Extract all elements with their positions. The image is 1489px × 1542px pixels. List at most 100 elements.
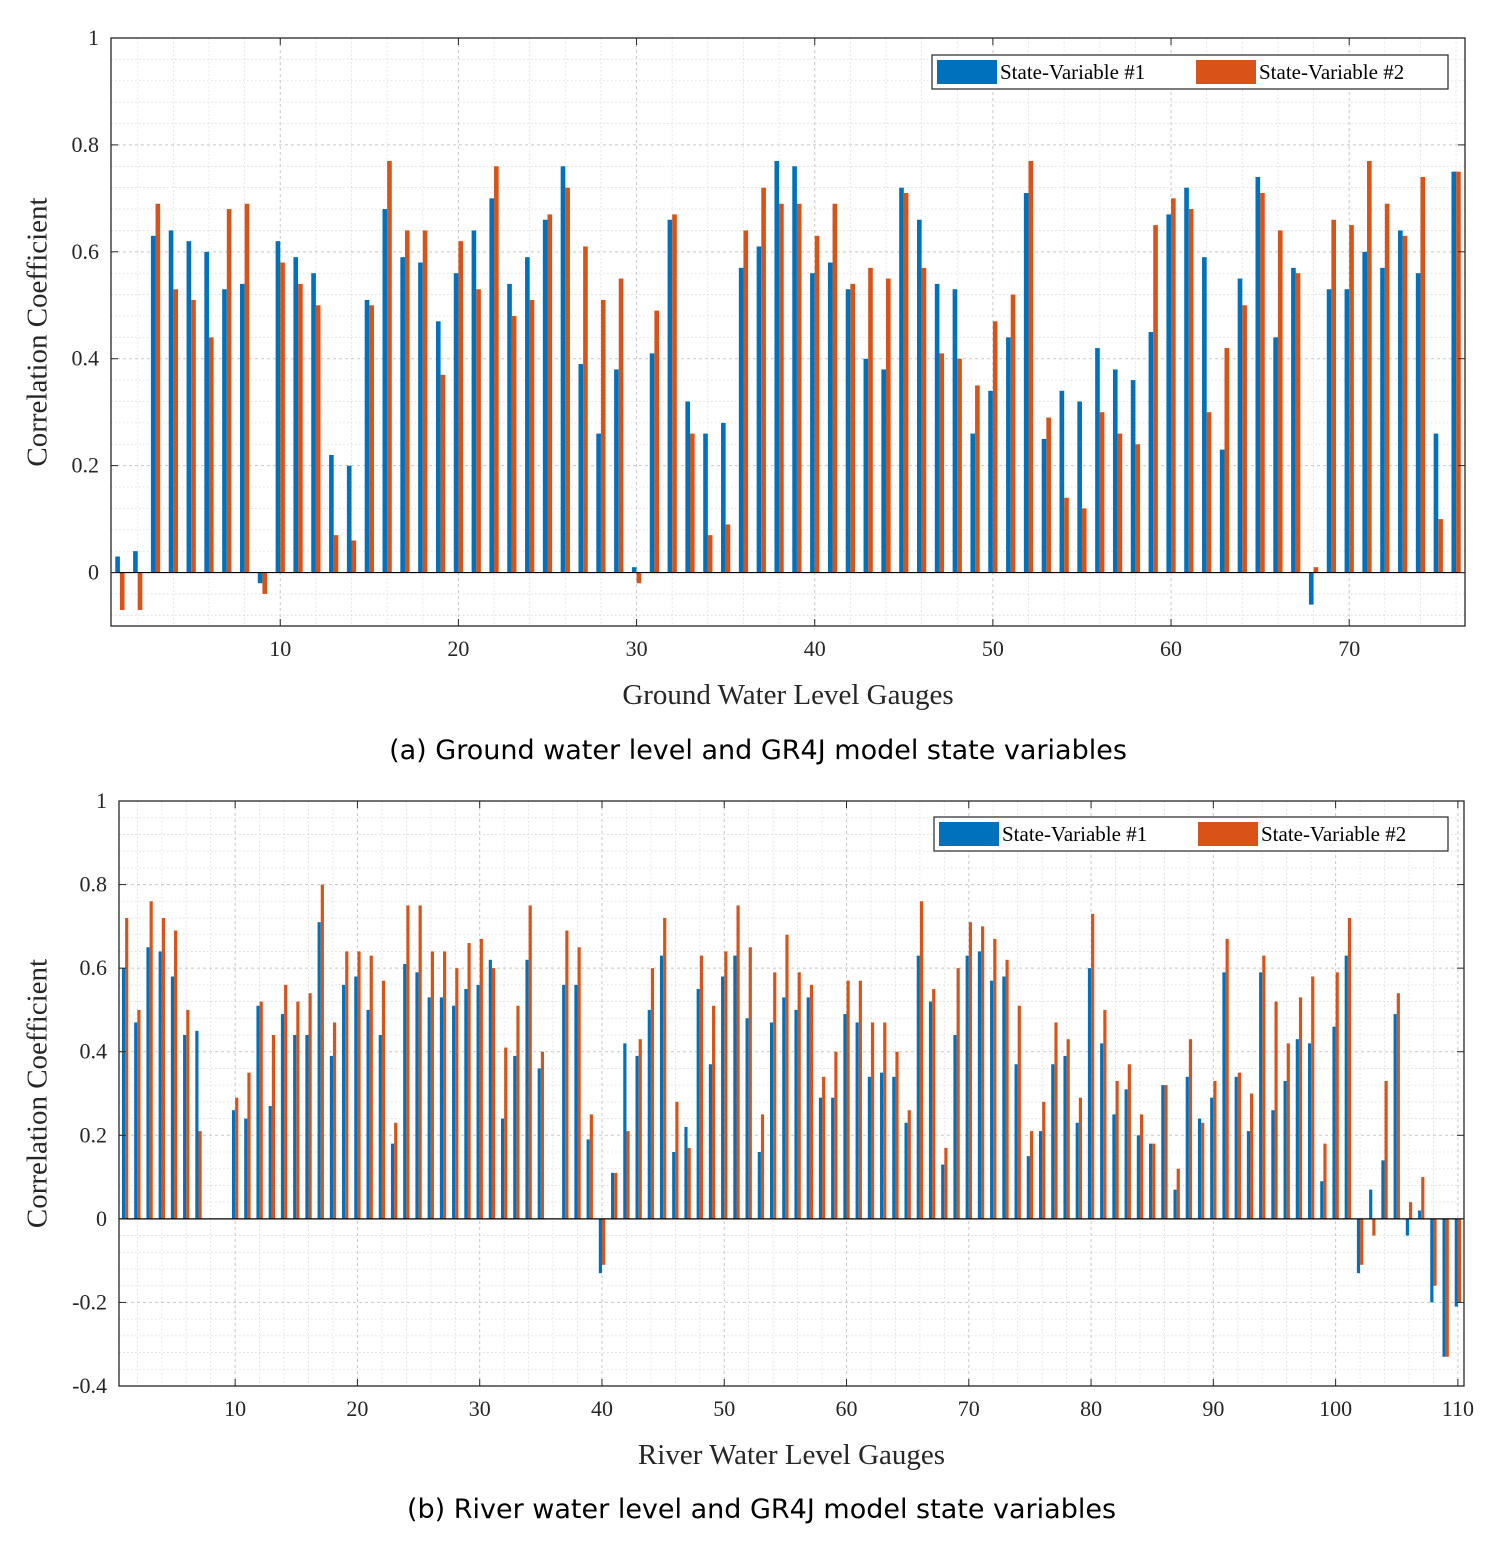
- y-tick-label: -0.2: [72, 1289, 107, 1314]
- bar-series1-gauge-33: [685, 401, 691, 573]
- bar-series2-gauge-80: [1091, 913, 1095, 1219]
- bar-series2-gauge-25: [418, 905, 422, 1219]
- bar-series1-gauge-6: [204, 251, 209, 573]
- bar-series1-gauge-20: [354, 976, 358, 1219]
- bar-series1-gauge-105: [1393, 1014, 1397, 1219]
- bar-series2-gauge-18: [332, 1022, 337, 1219]
- bar-series2-gauge-69: [1331, 219, 1337, 573]
- x-tick-label: 60: [836, 1396, 858, 1421]
- bar-series2-gauge-63: [1224, 348, 1230, 573]
- bar-series2-gauge-25: [547, 214, 553, 573]
- bar-series1-gauge-75: [1026, 1156, 1030, 1219]
- bar-series1-gauge-32: [667, 219, 673, 573]
- bar-series1-gauge-53: [1041, 438, 1047, 573]
- bar-series1-gauge-30: [631, 567, 637, 573]
- bar-series1-gauge-51: [1006, 337, 1011, 573]
- bar-series1-gauge-25: [415, 972, 419, 1219]
- bar-series2-gauge-99: [1323, 1143, 1327, 1219]
- bar-series1-gauge-100: [1332, 1026, 1336, 1219]
- bar-series1-gauge-32: [500, 1118, 505, 1219]
- bar-series1-gauge-34: [703, 433, 708, 573]
- bar-series2-gauge-52: [748, 947, 752, 1219]
- bar-series1-gauge-37: [756, 246, 762, 573]
- x-tick-label: 70: [1338, 636, 1360, 661]
- bar-series2-gauge-30: [636, 572, 642, 584]
- bar-series1-gauge-76: [1451, 171, 1457, 573]
- bar-series1-gauge-63: [880, 1072, 884, 1219]
- bar-series1-gauge-14: [280, 1014, 285, 1219]
- bar-series2-gauge-74: [1420, 176, 1426, 573]
- figure-caption: (a) Ground water level and GR4J model st…: [389, 735, 1127, 766]
- bar-series2-gauge-70: [1349, 225, 1354, 573]
- y-axis-label: Correlation Coefficient: [22, 197, 54, 466]
- bar-series2-gauge-59: [834, 1051, 838, 1219]
- bar-series1-gauge-12: [311, 273, 316, 573]
- bar-series1-gauge-35: [537, 1068, 541, 1219]
- bar-series2-gauge-37: [565, 930, 569, 1219]
- bar-series1-gauge-33: [513, 1055, 517, 1219]
- bar-series1-gauge-88: [1185, 1076, 1189, 1219]
- bar-series1-gauge-99: [1320, 1181, 1324, 1219]
- bar-series1-gauge-80: [1087, 968, 1092, 1219]
- y-tick-label: 0.8: [80, 872, 108, 897]
- bars: [115, 160, 1461, 610]
- bar-series2-gauge-42: [850, 283, 855, 573]
- bar-series1-gauge-26: [427, 997, 431, 1219]
- bar-series2-gauge-33: [516, 1005, 520, 1219]
- bar-series2-gauge-110: [1457, 1218, 1462, 1303]
- bar-series1-gauge-42: [845, 289, 851, 573]
- y-tick-label: 0: [96, 1206, 107, 1231]
- bar-series2-gauge-95: [1274, 1001, 1278, 1219]
- bar-series2-gauge-58: [1135, 444, 1141, 573]
- bar-series2-gauge-40: [601, 1218, 606, 1265]
- bar-series2-gauge-72: [1384, 203, 1390, 573]
- bar-series2-gauge-7: [226, 209, 232, 573]
- bar-series1-gauge-96: [1283, 1080, 1287, 1219]
- bar-series2-gauge-22: [494, 166, 499, 573]
- bar-series1-gauge-23: [507, 283, 512, 573]
- bar-series1-gauge-107: [1418, 1210, 1422, 1219]
- bar-series2-gauge-91: [1225, 938, 1229, 1219]
- bar-series1-gauge-75: [1433, 433, 1439, 573]
- bar-series1-gauge-81: [1100, 1043, 1104, 1219]
- bar-series1-gauge-13: [329, 454, 334, 573]
- bar-series1-gauge-29: [614, 369, 619, 573]
- bar-series2-gauge-109: [1445, 1218, 1449, 1357]
- bar-series2-gauge-46: [921, 267, 927, 573]
- bar-series1-gauge-82: [1112, 1114, 1116, 1219]
- bar-series1-gauge-41: [611, 1172, 615, 1219]
- bar-series2-gauge-84: [1139, 1114, 1144, 1219]
- y-tick-label: 0.4: [80, 1039, 108, 1064]
- bar-series2-gauge-57: [1117, 433, 1123, 573]
- bar-series2-gauge-105: [1396, 993, 1400, 1219]
- bar-series1-gauge-2: [133, 551, 138, 573]
- bar-series2-gauge-45: [663, 918, 667, 1219]
- bar-series2-gauge-35: [725, 524, 731, 573]
- bar-series1-gauge-109: [1442, 1218, 1446, 1357]
- bar-series2-gauge-26: [430, 951, 434, 1219]
- bar-series2-gauge-13: [333, 535, 339, 573]
- bar-series1-gauge-63: [1219, 449, 1225, 573]
- bar-series1-gauge-68: [1308, 572, 1314, 605]
- bar-series2-gauge-11: [247, 1072, 251, 1219]
- bar-series2-gauge-22: [381, 980, 386, 1219]
- bar-series1-gauge-85: [1149, 1143, 1153, 1219]
- bar-series1-gauge-101: [1344, 955, 1348, 1219]
- legend-swatch-series1: [937, 60, 997, 84]
- bar-series1-gauge-66: [1273, 337, 1278, 573]
- bar-series1-gauge-46: [672, 1152, 676, 1219]
- bar-series1-gauge-94: [1259, 972, 1263, 1219]
- bar-series1-gauge-21: [366, 1009, 370, 1219]
- bar-series1-gauge-19: [435, 321, 441, 573]
- bar-series1-gauge-69: [953, 1035, 957, 1219]
- bar-series1-gauge-44: [647, 1009, 651, 1219]
- bar-series1-gauge-10: [275, 241, 281, 573]
- y-tick-label: 0.2: [72, 453, 100, 478]
- bar-series2-gauge-49: [712, 1005, 716, 1219]
- bar-series2-gauge-53: [1046, 417, 1051, 573]
- bar-series1-gauge-91: [1222, 972, 1226, 1219]
- bar-series2-gauge-45: [903, 193, 909, 573]
- y-tick-label: 0: [88, 560, 99, 585]
